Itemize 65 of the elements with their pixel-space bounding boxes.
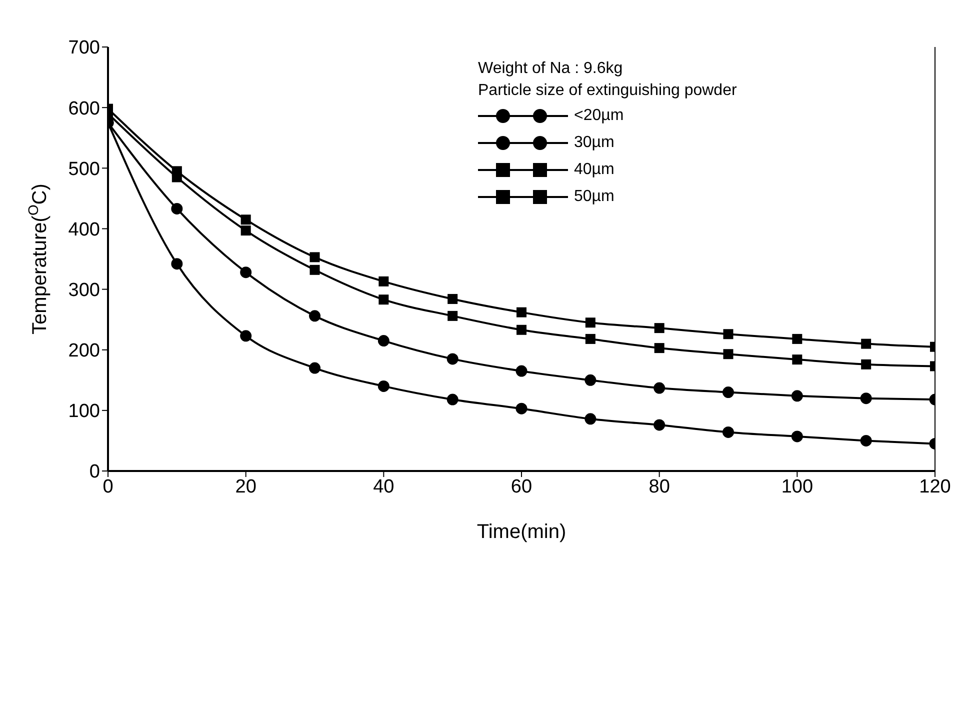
point xyxy=(448,310,458,321)
point xyxy=(723,329,734,340)
legend-title: Particle size of extinguishing powder xyxy=(478,81,738,101)
legend-label: 40µm xyxy=(574,160,614,180)
point xyxy=(516,402,528,414)
point xyxy=(310,264,320,275)
point xyxy=(240,214,251,225)
point xyxy=(792,354,802,365)
point xyxy=(171,202,183,214)
point xyxy=(584,374,596,386)
point xyxy=(861,338,872,349)
x-tick-label: 80 xyxy=(648,476,670,498)
point xyxy=(310,252,320,262)
y-tick-label: 200 xyxy=(68,340,100,362)
point xyxy=(240,266,252,278)
point xyxy=(723,349,734,360)
point xyxy=(791,430,803,442)
point xyxy=(654,419,666,431)
point xyxy=(860,392,872,404)
x-tick-label: 100 xyxy=(781,476,814,498)
legend-label: 50µm xyxy=(574,186,614,206)
point xyxy=(446,353,458,365)
y-tick-label: 700 xyxy=(68,38,100,59)
point xyxy=(792,334,802,344)
point xyxy=(654,343,664,354)
point xyxy=(584,413,596,425)
y-tick-label: 500 xyxy=(68,158,100,180)
point xyxy=(860,434,872,446)
point xyxy=(378,294,389,305)
x-axis-title: Time(min) xyxy=(476,521,566,543)
point xyxy=(378,276,389,286)
point xyxy=(516,365,528,377)
annotation: Weight of Na : 9.6kg xyxy=(478,59,624,79)
point xyxy=(172,166,182,176)
x-tick-label: 60 xyxy=(510,476,532,498)
point xyxy=(378,380,390,392)
point xyxy=(240,330,252,342)
x-tick-label: 20 xyxy=(235,476,256,498)
point xyxy=(171,258,183,270)
y-tick-label: 100 xyxy=(68,401,100,422)
y-tick-label: 0 xyxy=(89,462,100,483)
point xyxy=(585,334,596,344)
point xyxy=(448,294,458,304)
y-tick-label: 300 xyxy=(68,280,100,302)
point xyxy=(654,323,664,334)
point xyxy=(516,307,526,318)
point xyxy=(722,426,734,438)
legend-label: <20µm xyxy=(574,106,624,126)
point xyxy=(378,335,390,347)
point xyxy=(585,318,596,328)
legend-label: 30µm xyxy=(574,132,614,152)
point xyxy=(446,394,458,406)
point xyxy=(722,386,734,398)
point xyxy=(240,226,251,236)
point xyxy=(791,390,803,402)
x-tick-label: 120 xyxy=(919,476,951,498)
x-tick-label: 0 xyxy=(102,476,114,498)
point xyxy=(654,382,666,394)
y-tick-label: 600 xyxy=(68,98,100,120)
x-tick-label: 40 xyxy=(373,476,394,498)
point xyxy=(861,359,872,370)
point xyxy=(309,362,320,374)
y-tick-label: 400 xyxy=(68,219,100,240)
point xyxy=(309,310,320,322)
point xyxy=(516,324,526,335)
